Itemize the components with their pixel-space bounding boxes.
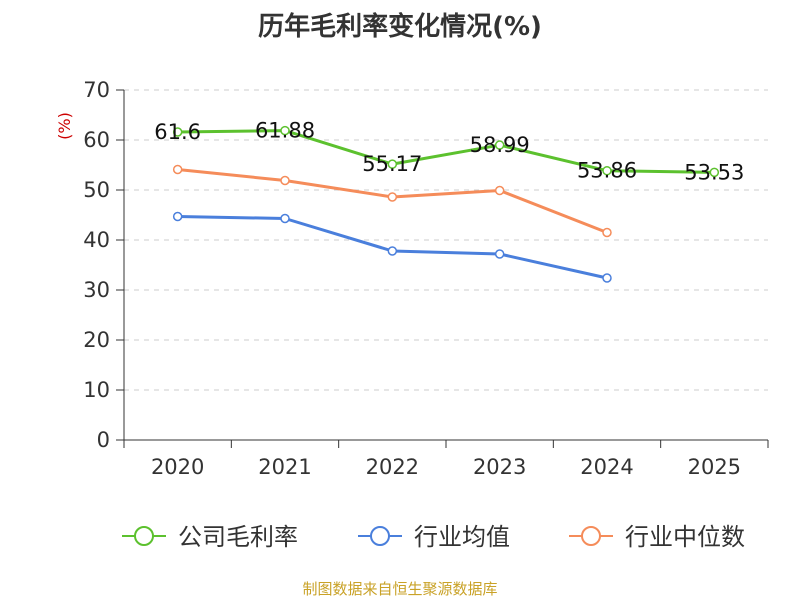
data-label: 55.17: [362, 152, 422, 176]
data-point[interactable]: [494, 249, 505, 259]
data-label: 58.99: [470, 133, 530, 157]
data-label: 61.6: [154, 120, 201, 144]
x-tick-label: 2025: [688, 455, 741, 479]
data-point[interactable]: [387, 192, 398, 202]
legend-swatch-marker: [370, 526, 390, 546]
legend-label: 公司毛利率: [178, 523, 298, 551]
data-point[interactable]: [172, 164, 183, 175]
y-axis-unit-label: (%): [55, 112, 74, 140]
y-tick-label: 70: [83, 78, 110, 102]
data-point[interactable]: [602, 227, 612, 238]
data-point[interactable]: [494, 140, 505, 150]
x-tick-label: 2023: [473, 455, 526, 479]
y-tick-label: 30: [83, 278, 110, 302]
y-tick-label: 50: [83, 178, 110, 202]
legend-swatch-marker: [134, 526, 154, 546]
data-point[interactable]: [280, 125, 290, 136]
legend-item[interactable]: 行业中位数: [569, 523, 745, 551]
legend-label: 行业中位数: [625, 523, 745, 551]
legend-item[interactable]: 行业均值: [358, 523, 510, 551]
x-tick-label: 2022: [366, 455, 419, 479]
data-point[interactable]: [280, 175, 290, 186]
data-point[interactable]: [602, 273, 612, 283]
legend-swatch-marker: [581, 526, 601, 546]
data-label: 61.88: [255, 119, 315, 143]
y-tick-label: 10: [83, 378, 110, 402]
axes: 0 10 20 30 40 50 60 70 2020 2021 2022 2023 2024 2025: [83, 78, 769, 479]
data-point[interactable]: [602, 165, 612, 176]
data-point[interactable]: [172, 127, 183, 137]
data-point[interactable]: [387, 159, 398, 169]
x-tick-label: 2024: [580, 455, 633, 479]
legend-item[interactable]: 公司毛利率: [122, 523, 298, 551]
series-lines: [172, 125, 720, 283]
y-tick-label: 20: [83, 328, 110, 352]
data-label: 53.53: [684, 160, 744, 184]
data-label: 53.86: [577, 159, 637, 183]
legend[interactable]: 公司毛利率 行业均值 行业中位数: [122, 523, 745, 551]
data-point[interactable]: [172, 211, 183, 222]
chart-title: 历年毛利率变化情况(%): [258, 12, 542, 42]
data-point[interactable]: [387, 246, 398, 256]
y-tick-label: 40: [83, 228, 110, 252]
x-tick-label: 2020: [151, 455, 204, 479]
series-line: [177, 129, 715, 174]
x-tick-label: 2021: [258, 455, 311, 479]
data-point[interactable]: [709, 167, 720, 178]
data-point[interactable]: [494, 185, 505, 196]
source-note: 制图数据来自恒生聚源数据库: [302, 580, 498, 598]
gridlines: [124, 89, 768, 391]
y-tick-label: 60: [83, 128, 110, 152]
data-point[interactable]: [280, 213, 290, 224]
y-tick-label: 0: [97, 428, 110, 452]
data-labels: 61.6 61.88 55.17 58.99 53.86 53.53: [154, 119, 744, 185]
legend-label: 行业均值: [414, 523, 510, 551]
